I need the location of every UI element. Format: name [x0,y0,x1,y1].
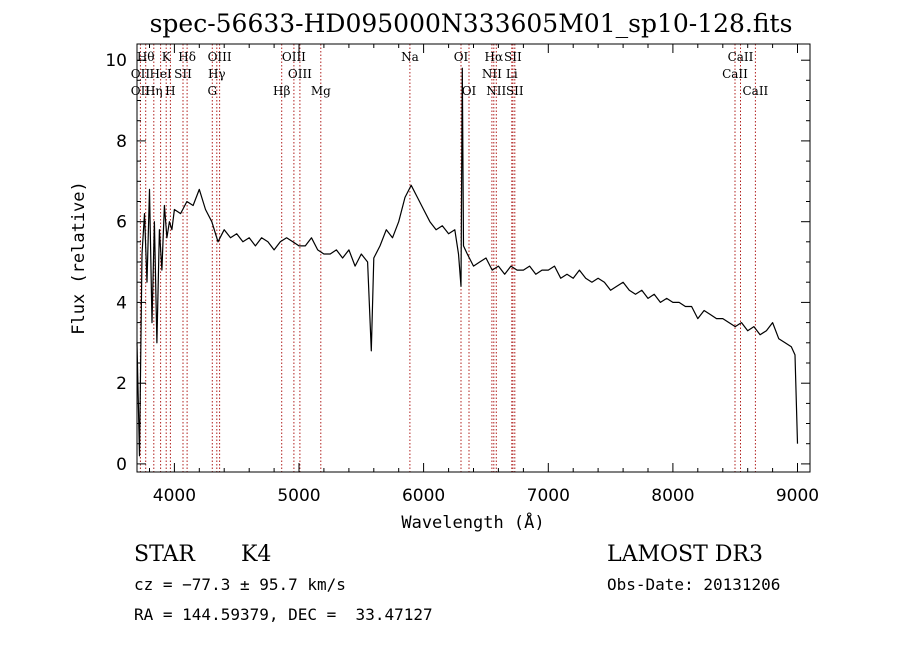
object-class: STAR [134,542,196,567]
line-label: Hδ [178,50,196,64]
line-label: CaII [742,84,768,98]
line-label: SII [174,67,192,81]
line-label: Hα [485,50,504,64]
ra-dec: RA = 144.59379, DEC = 33.47127 [134,605,433,624]
line-label: H [165,84,175,98]
line-label: OI [462,84,477,98]
line-label: OII [131,67,151,81]
line-label: CaII [722,67,748,81]
y-tick-label: 8 [116,132,127,152]
line-markers [139,44,756,472]
line-label: Na [401,50,419,64]
redshift-cz: cz = −77.3 ± 95.7 km/s [134,575,346,594]
y-tick-label: 0 [116,455,127,475]
y-axis-label: Flux (relative) [69,181,89,335]
line-label: OIII [282,50,306,64]
object-subclass: K4 [241,542,271,567]
line-label: Hγ [208,67,226,81]
line-label: OI [454,50,469,64]
x-tick-label: 8000 [651,486,694,506]
x-axis-label: Wavelength (Å) [401,511,544,533]
survey-name: LAMOST DR3 [607,542,763,567]
line-label: Hβ [273,84,290,98]
line-label: OIII [208,50,232,64]
x-tick-label: 7000 [527,486,570,506]
y-axis: 0 2 4 6 8 10 [105,51,810,475]
y-tick-label: 10 [105,51,127,71]
line-label: Mg [311,84,331,98]
line-label: NII [482,67,502,81]
line-label: Hη [145,84,163,98]
x-tick-label: 4000 [153,486,196,506]
y-tick-label: 2 [116,374,127,394]
line-label: OII [131,84,151,98]
x-tick-label: 5000 [277,486,320,506]
y-tick-label: 4 [116,293,127,313]
chart-title: spec-56633-HD095000N333605M01_sp10-128.f… [150,9,793,38]
line-label: SII [504,50,522,64]
line-label: G [208,84,218,98]
line-label: OIII [288,67,312,81]
line-label: NII [486,84,506,98]
line-label: SII [506,84,524,98]
plot-frame [136,43,811,473]
x-axis: 4000 5000 6000 7000 8000 9000 [149,44,819,506]
line-label: K [162,50,172,64]
x-tick-label: 9000 [776,486,819,506]
line-label: Hθ [137,50,155,64]
line-label: CaII [728,50,754,64]
spectrum-line [136,67,799,457]
x-tick-label: 6000 [402,486,445,506]
line-label: HeI [149,67,172,81]
line-label: Li [506,67,518,81]
obs-date: Obs-Date: 20131206 [607,575,780,594]
y-tick-label: 6 [116,213,127,233]
spectrum-series [136,67,799,457]
